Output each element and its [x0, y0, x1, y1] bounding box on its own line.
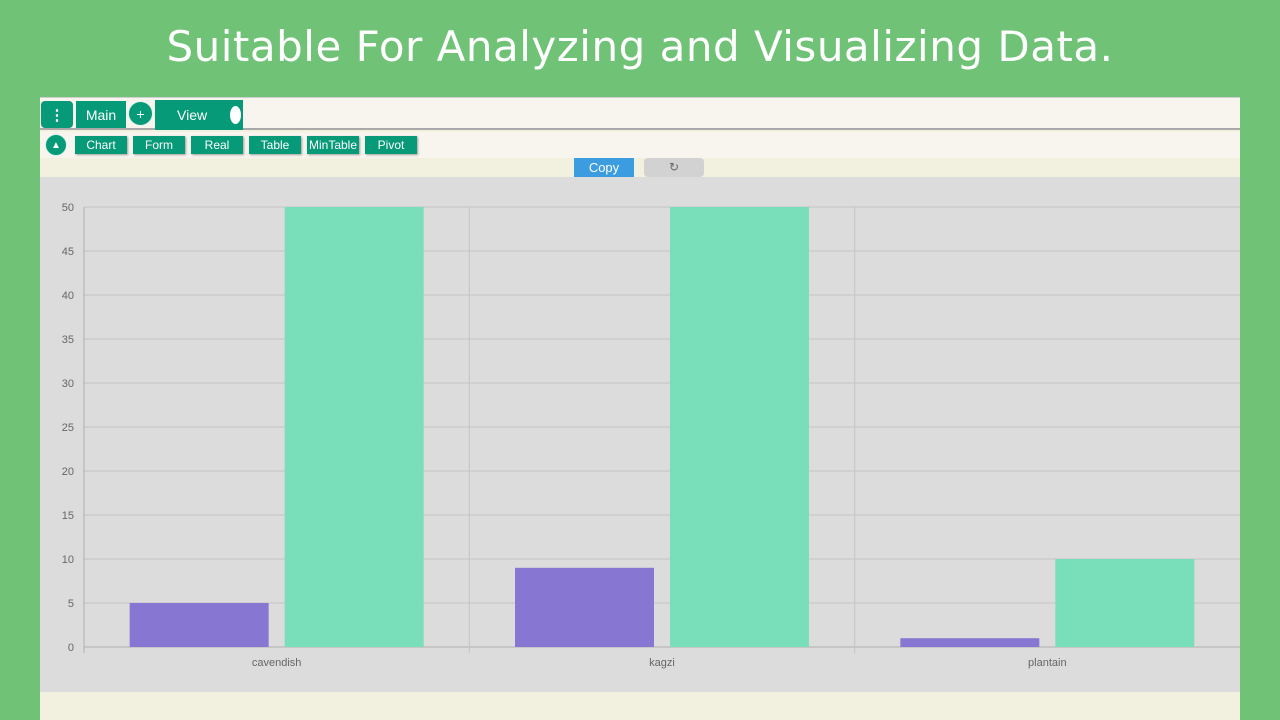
- bar-kagzi-series-2: [670, 207, 809, 647]
- y-tick-label: 30: [62, 378, 74, 390]
- y-tick-label: 10: [62, 554, 74, 566]
- bar-plantain-series-2: [1055, 559, 1195, 647]
- y-tick-label: 5: [68, 598, 74, 610]
- toggle-knob-icon[interactable]: [230, 106, 241, 124]
- bar-plantain-series-1: [900, 638, 1040, 647]
- bar-cavendish-series-1: [129, 603, 269, 647]
- refresh-icon[interactable]: ↻: [644, 158, 704, 177]
- x-tick-label: cavendish: [252, 657, 302, 669]
- view-toolbar: ▲ Chart Form Real Table MinTable Pivot: [40, 132, 1240, 158]
- y-tick-label: 25: [62, 422, 74, 434]
- bar-chart: 0 5 10 15 20 25 30 35 40 45 50 cavendish kagzi planta…: [62, 202, 1240, 669]
- y-tick-label: 0: [68, 642, 74, 654]
- bar-cavendish-series-2: [284, 207, 424, 647]
- view-tab-chart[interactable]: Chart: [75, 136, 127, 154]
- x-tick-label: plantain: [1028, 657, 1067, 669]
- y-tick-label: 15: [62, 510, 74, 522]
- y-tick-label: 45: [62, 246, 74, 258]
- collapse-icon[interactable]: ▲: [45, 134, 67, 156]
- tab-view[interactable]: View: [155, 100, 243, 130]
- menu-icon[interactable]: ⋮: [41, 101, 73, 128]
- y-tick-label: 50: [62, 202, 74, 214]
- chart-area: 0 5 10 15 20 25 30 35 40 45 50 cavendish kagzi planta…: [40, 177, 1240, 692]
- tab-main[interactable]: Main: [76, 101, 126, 128]
- add-tab-button[interactable]: +: [128, 101, 153, 126]
- view-tab-table[interactable]: Table: [249, 136, 301, 154]
- top-toolbar: ⋮ Main + View: [40, 97, 1240, 130]
- copy-button[interactable]: Copy: [574, 158, 634, 177]
- view-tab-real[interactable]: Real: [191, 136, 243, 154]
- y-tick-label: 20: [62, 466, 74, 478]
- y-tick-label: 40: [62, 290, 74, 302]
- view-tab-form[interactable]: Form: [133, 136, 185, 154]
- x-tick-label: kagzi: [649, 657, 675, 669]
- bar-kagzi-series-1: [515, 567, 654, 647]
- app-window: ⋮ Main + View ▲ Chart Form Real Table Mi…: [40, 97, 1240, 720]
- y-tick-label: 35: [62, 334, 74, 346]
- tab-view-label: View: [177, 107, 208, 123]
- view-tab-mintable[interactable]: MinTable: [307, 136, 359, 154]
- action-bar: Copy ↻: [40, 158, 1240, 177]
- view-tab-pivot[interactable]: Pivot: [365, 136, 417, 154]
- page-headline: Suitable For Analyzing and Visualizing D…: [166, 22, 1114, 71]
